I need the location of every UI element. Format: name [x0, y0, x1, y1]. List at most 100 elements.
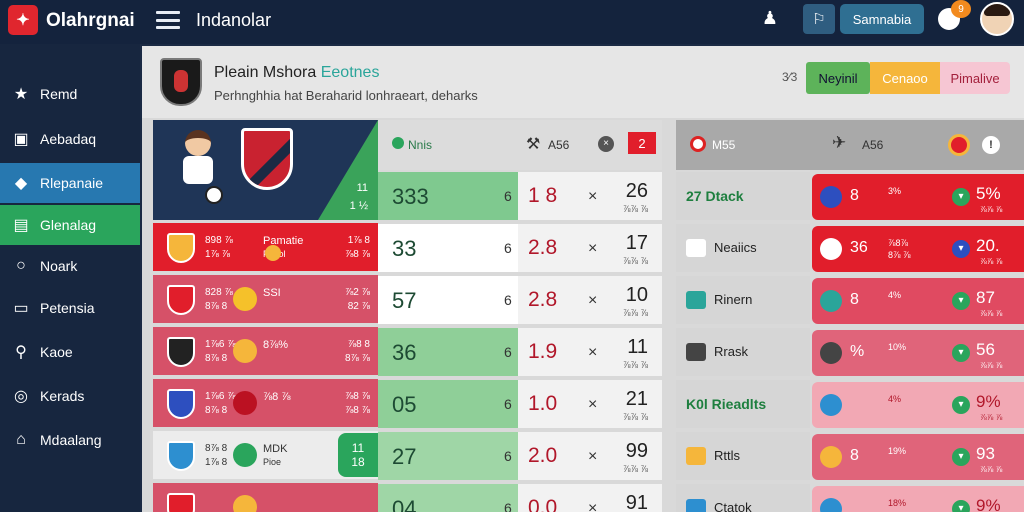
stats-header-code: A56: [862, 138, 884, 152]
app-logo-icon[interactable]: ✦: [8, 5, 38, 35]
stat-sub: 3%: [888, 186, 902, 196]
info-icon[interactable]: !: [982, 136, 1000, 154]
mini-crest-icon: [233, 495, 257, 512]
club-badge-icon: [820, 446, 842, 468]
odds-cell[interactable]: 1.9 × 11 ⅞⅞ ⅞: [518, 328, 662, 376]
stat-cell[interactable]: 8 19% ▾ 93 ⅞⅞ ⅞: [812, 434, 1024, 480]
odds-cell[interactable]: 1 8 × 26 ⅞⅞ ⅞: [518, 172, 662, 220]
close-icon[interactable]: ×: [598, 136, 614, 152]
row-stat: 1⅞ 8: [205, 457, 228, 468]
table-row[interactable]: 1⅞6 ⅞ 8⅞ 8 ⅞8 ⅞ ⅞8 ⅞ ⅞8 ⅞: [153, 379, 378, 427]
monitor-icon: ▭: [13, 300, 29, 317]
sidebar-item-rlepanaie[interactable]: ◆ Rlepanaie: [0, 163, 140, 203]
flag-button[interactable]: ⚐: [803, 4, 835, 34]
table-row[interactable]: 1⅞6 ⅞ 8⅞ 8 8⅞% ⅞8 8 8⅞ ⅞: [153, 327, 378, 375]
club-badge-icon: [820, 394, 842, 416]
stat-cell[interactable]: 4% ▾ 9% ⅞⅞ ⅞: [812, 382, 1024, 428]
odds-row[interactable]: 36 6 1.9 × 11 ⅞⅞ ⅞: [378, 328, 662, 376]
odds-cell[interactable]: 0.0 × 91: [518, 484, 662, 512]
filter-orange-button[interactable]: Cenaoo: [870, 62, 940, 94]
stats-row[interactable]: 27 Dtack 8 3% ▾ 5% ⅞⅞ ⅞: [676, 172, 1024, 220]
stats-row[interactable]: Neaiics 36 ⅞8⅞ 8⅞ ⅞ ▾ 20. ⅞⅞ ⅞: [676, 224, 1024, 272]
team-cell[interactable]: Neaiics: [676, 224, 810, 272]
odds-value: 0.0: [528, 496, 558, 512]
filter-pink-button[interactable]: Pimalive: [940, 62, 1010, 94]
avatar[interactable]: [980, 2, 1014, 36]
stat-cell[interactable]: % 10% ▾ 56 ⅞⅞ ⅞: [812, 330, 1024, 376]
odds-cell[interactable]: 2.8 × 10 ⅞⅞ ⅞: [518, 276, 662, 324]
odds-row[interactable]: 27 6 2.0 × 99 ⅞⅞ ⅞: [378, 432, 662, 480]
sidebar-item-mdaalang[interactable]: ⌂ Mdaalang: [0, 420, 140, 460]
stats-row[interactable]: Rrask % 10% ▾ 56 ⅞⅞ ⅞: [676, 328, 1024, 376]
stats-row[interactable]: Rttls 8 19% ▾ 93 ⅞⅞ ⅞: [676, 432, 1024, 480]
odds-row[interactable]: 333 6 1 8 × 26 ⅞⅞ ⅞: [378, 172, 662, 220]
table-row[interactable]: 828 ⅞ 8⅞ 8 SSI ⅞2 ⅞ 82 ⅞: [153, 275, 378, 323]
player-illustration: [175, 130, 223, 206]
tools-icon: ⚒: [526, 136, 541, 153]
score-cell[interactable]: 333 6: [378, 172, 518, 220]
score-cell[interactable]: 04 6: [378, 484, 518, 512]
row-stat: 898 ⅞: [205, 235, 233, 246]
stat-foot: ⅞⅞ ⅞: [980, 413, 1003, 422]
table-row[interactable]: [153, 483, 378, 512]
score-pill[interactable]: 11 18: [338, 433, 378, 477]
live-icon[interactable]: [948, 134, 970, 156]
stat-cell[interactable]: 36 ⅞8⅞ 8⅞ ⅞ ▾ 20. ⅞⅞ ⅞: [812, 226, 1024, 272]
club-crest-icon: [167, 233, 195, 263]
odds-cell[interactable]: 2.8 × 17 ⅞⅞ ⅞: [518, 224, 662, 272]
team-cell[interactable]: K0l Rieadlts: [676, 380, 810, 428]
sidebar-item-kerads[interactable]: ◎ Kerads: [0, 376, 140, 416]
score-cell[interactable]: 05 6: [378, 380, 518, 428]
score-cell[interactable]: 57 6: [378, 276, 518, 324]
odds-row[interactable]: 04 6 0.0 × 91: [378, 484, 662, 512]
sidebar-item-remd[interactable]: ★ Remd: [0, 74, 140, 114]
sidebar-item-glenalag[interactable]: ▤ Glenalag: [0, 205, 140, 245]
stats-row[interactable]: K0l Rieadlts 4% ▾ 9% ⅞⅞ ⅞: [676, 380, 1024, 428]
odds-row[interactable]: 57 6 2.8 × 10 ⅞⅞ ⅞: [378, 276, 662, 324]
stat-value: 36: [850, 239, 868, 256]
odds-sub: ⅞⅞ ⅞: [622, 256, 648, 266]
team-cell[interactable]: Rinern: [676, 276, 810, 324]
sidebar-item-noark[interactable]: ○ Noark: [0, 246, 140, 286]
cross-icon: ×: [588, 292, 598, 309]
score-cell[interactable]: 27 6: [378, 432, 518, 480]
odds-sub: ⅞⅞ ⅞: [622, 360, 648, 370]
bag-icon: ⌂: [16, 431, 26, 448]
odds-value: 2.0: [528, 444, 558, 467]
user-icon[interactable]: ♟: [761, 8, 779, 28]
odds-cell[interactable]: 1.0 × 21 ⅞⅞ ⅞: [518, 380, 662, 428]
odds-cell[interactable]: 2.0 × 99 ⅞⅞ ⅞: [518, 432, 662, 480]
sidebar-item-label: Mdaalang: [40, 432, 102, 448]
stats-row[interactable]: Rinern 8 4% ▾ 87 ⅞⅞ ⅞: [676, 276, 1024, 324]
notification-badge[interactable]: 9: [951, 0, 971, 18]
stats-row[interactable]: Ctatok 18% ▾ 9%: [676, 484, 1024, 512]
stat-cell[interactable]: 8 3% ▾ 5% ⅞⅞ ⅞: [812, 174, 1024, 220]
filter-green-button[interactable]: Neyinil: [806, 62, 870, 94]
team-name: Rrask: [714, 344, 748, 359]
header-code: 3⁄3: [782, 70, 798, 84]
odds-row[interactable]: 05 6 1.0 × 21 ⅞⅞ ⅞: [378, 380, 662, 428]
match-score: 333: [392, 184, 429, 209]
team-cell[interactable]: Ctatok: [676, 484, 810, 512]
table-row[interactable]: 8⅞ 8 1⅞ 8 MDK Pioe 11 18: [153, 431, 378, 479]
stat-cell[interactable]: 8 4% ▾ 87 ⅞⅞ ⅞: [812, 278, 1024, 324]
score-cell[interactable]: 36 6: [378, 328, 518, 376]
menu-icon[interactable]: [156, 11, 180, 29]
odds-row[interactable]: 33 6 2.8 × 17 ⅞⅞ ⅞: [378, 224, 662, 272]
match-header: Pleain Mshora Eeotnes Perhnghhia hat Ber…: [142, 46, 1024, 118]
stat-foot: ⅞⅞ ⅞: [980, 257, 1003, 266]
team-cell[interactable]: Rrask: [676, 328, 810, 376]
stat-cell[interactable]: 18% ▾ 9%: [812, 486, 1024, 512]
team-cell[interactable]: 27 Dtack: [676, 172, 810, 220]
stats-header: M55 ✈ A56 !: [676, 120, 1024, 170]
match-score: 05: [392, 392, 417, 417]
sidebar-item-kaoe[interactable]: ⚲ Kaoe: [0, 332, 140, 372]
sidebar-item-petensia[interactable]: ▭ Petensia: [0, 288, 140, 328]
club-badge-icon: [820, 186, 842, 208]
sidebar-item-aebadaq[interactable]: ▣ Aebadaq: [0, 119, 140, 159]
score-cell[interactable]: 33 6: [378, 224, 518, 272]
primary-action-button[interactable]: Samnabia: [840, 4, 924, 34]
team-cell[interactable]: Rttls: [676, 432, 810, 480]
row-stat: 1⅞6 ⅞: [205, 339, 236, 350]
table-row[interactable]: 898 ⅞ 1⅞ ⅞ Pamatie Pasol 1⅞ 8 ⅞8 ⅞: [153, 223, 378, 271]
